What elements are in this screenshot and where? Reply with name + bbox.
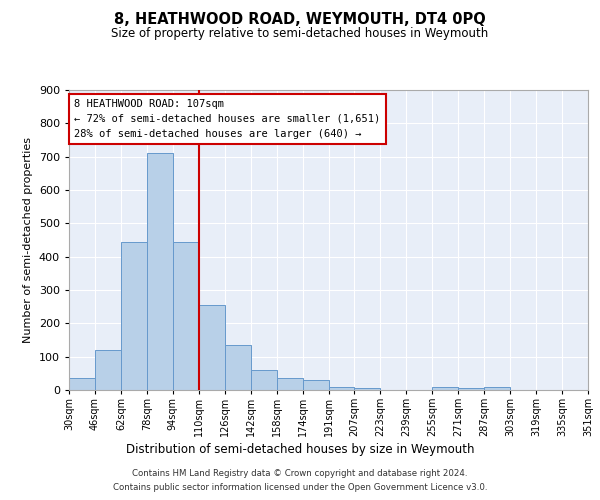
Bar <box>199 305 224 390</box>
Bar <box>355 388 380 390</box>
Y-axis label: Number of semi-detached properties: Number of semi-detached properties <box>23 137 33 343</box>
Bar <box>69 378 95 390</box>
Bar <box>225 345 251 390</box>
Bar <box>173 242 199 390</box>
Bar <box>147 154 173 390</box>
Bar <box>329 386 355 390</box>
Text: Distribution of semi-detached houses by size in Weymouth: Distribution of semi-detached houses by … <box>126 442 474 456</box>
Bar <box>95 350 121 390</box>
Text: Contains public sector information licensed under the Open Government Licence v3: Contains public sector information licen… <box>113 484 487 492</box>
Text: Contains HM Land Registry data © Crown copyright and database right 2024.: Contains HM Land Registry data © Crown c… <box>132 468 468 477</box>
Bar <box>251 370 277 390</box>
Bar <box>458 388 484 390</box>
Bar <box>121 242 147 390</box>
Bar <box>433 386 458 390</box>
Bar <box>484 386 510 390</box>
Bar <box>302 380 329 390</box>
Text: 8 HEATHWOOD ROAD: 107sqm
← 72% of semi-detached houses are smaller (1,651)
28% o: 8 HEATHWOOD ROAD: 107sqm ← 72% of semi-d… <box>74 99 380 138</box>
Text: Size of property relative to semi-detached houses in Weymouth: Size of property relative to semi-detach… <box>112 28 488 40</box>
Text: 8, HEATHWOOD ROAD, WEYMOUTH, DT4 0PQ: 8, HEATHWOOD ROAD, WEYMOUTH, DT4 0PQ <box>114 12 486 28</box>
Bar <box>277 378 302 390</box>
